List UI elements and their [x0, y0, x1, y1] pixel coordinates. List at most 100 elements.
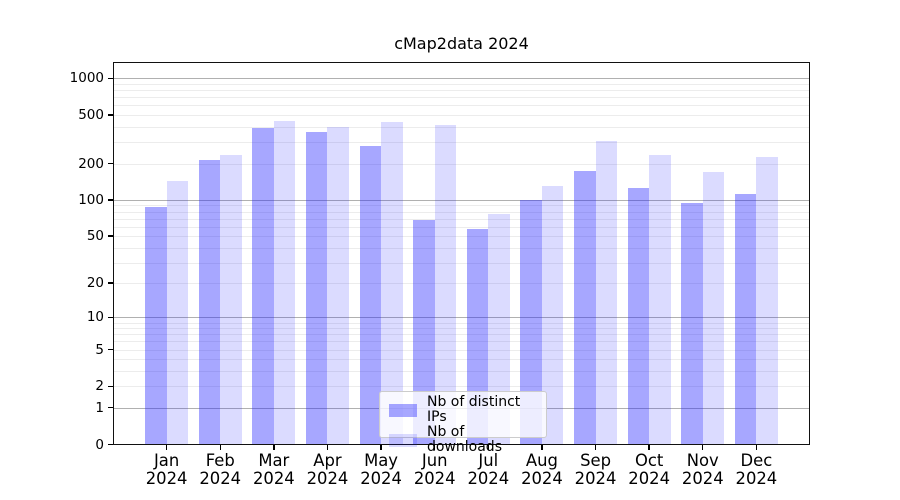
bar-distinct-ips-jun — [413, 220, 435, 445]
bar-distinct-ips-mar — [252, 128, 274, 445]
x-tick — [433, 444, 436, 450]
legend-swatch-downloads — [389, 433, 417, 447]
x-tick-label: Jul 2024 — [467, 451, 510, 488]
y-tick-label: 100 — [78, 191, 104, 208]
major-gridline — [113, 199, 810, 201]
bar-downloads-mar — [273, 120, 296, 445]
y-tick — [108, 443, 113, 446]
legend-label-downloads: Nb of downloads — [427, 424, 502, 455]
legend-item-distinct-ips: Nb of distinct IPs — [389, 395, 537, 425]
bar-downloads-feb — [220, 155, 242, 445]
bar-distinct-ips-sep — [574, 170, 596, 445]
x-tick — [541, 444, 543, 450]
x-tick — [648, 444, 650, 450]
minor-gridline — [113, 322, 810, 324]
y-tick — [108, 407, 113, 409]
minor-gridline — [113, 341, 810, 343]
bar-downloads-nov — [702, 172, 725, 445]
y-tick — [108, 114, 113, 116]
y-tick-label: 0 — [95, 436, 104, 453]
minor-gridline — [113, 218, 810, 220]
bar-distinct-ips-may — [359, 146, 382, 445]
minor-gridline — [113, 283, 810, 285]
x-tick — [380, 444, 382, 450]
y-tick — [108, 77, 113, 80]
y-tick — [108, 348, 113, 351]
bar-downloads-jul — [488, 214, 510, 445]
legend-swatch-distinct-ips — [389, 403, 417, 417]
x-tick-label: Feb 2024 — [199, 451, 242, 488]
y-tick — [108, 316, 113, 319]
bar-distinct-ips-jan — [145, 206, 167, 445]
minor-gridline — [113, 105, 810, 107]
bar-downloads-aug — [541, 186, 564, 445]
minor-gridline — [113, 205, 810, 207]
major-gridline — [113, 78, 810, 80]
y-tick-label: 10 — [86, 309, 104, 326]
legend: Nb of distinct IPs Nb of downloads — [379, 391, 547, 455]
bar-distinct-ips-oct — [627, 187, 650, 445]
minor-gridline — [113, 247, 810, 249]
minor-gridline — [113, 386, 810, 388]
y-tick-label: 1 — [95, 399, 104, 416]
x-tick-label: Sep 2024 — [574, 451, 617, 488]
x-tick — [702, 444, 704, 450]
bar-distinct-ips-nov — [681, 202, 703, 445]
y-tick-label: 5 — [95, 341, 104, 358]
bar-distinct-ips-feb — [198, 159, 221, 445]
minor-gridline — [113, 115, 810, 117]
bar-downloads-jan — [166, 180, 189, 445]
x-tick-label: Oct 2024 — [628, 451, 670, 488]
bar-distinct-ips-jul — [466, 229, 489, 445]
minor-gridline — [113, 328, 810, 330]
y-tick — [108, 385, 113, 387]
legend-label-distinct-ips: Nb of distinct IPs — [427, 394, 521, 425]
x-tick-label: Jan 2024 — [145, 451, 188, 488]
x-tick-label: Mar 2024 — [252, 451, 295, 488]
x-tick-label: Apr 2024 — [306, 451, 349, 488]
bar-downloads-jun — [434, 124, 457, 445]
y-tick — [108, 199, 113, 201]
y-tick — [108, 282, 113, 284]
plot-area — [113, 62, 810, 445]
minor-gridline — [113, 262, 810, 264]
y-tick-label: 500 — [78, 107, 104, 124]
x-tick — [594, 444, 597, 450]
chart-title: cMap2data 2024 — [394, 34, 529, 53]
x-tick — [219, 444, 221, 450]
minor-gridline — [113, 236, 810, 238]
bar-downloads-apr — [327, 126, 349, 445]
major-gridline — [113, 317, 810, 319]
minor-gridline — [113, 142, 810, 144]
x-tick-label: May 2024 — [360, 451, 402, 488]
x-tick — [755, 444, 758, 450]
y-tick-label: 50 — [86, 228, 104, 245]
x-tick-label: Nov 2024 — [681, 451, 724, 488]
minor-gridline — [113, 359, 810, 361]
x-tick — [487, 444, 489, 450]
minor-gridline — [113, 371, 810, 373]
minor-gridline — [113, 84, 810, 86]
y-tick-label: 2 — [95, 378, 104, 395]
minor-gridline — [113, 97, 810, 99]
minor-gridline — [113, 163, 810, 165]
minor-gridline — [113, 90, 810, 92]
y-tick-label: 1000 — [69, 70, 104, 87]
x-tick — [165, 444, 168, 450]
bar-downloads-dec — [756, 157, 778, 445]
minor-gridline — [113, 334, 810, 336]
bar-distinct-ips-apr — [306, 132, 328, 445]
x-tick — [273, 444, 275, 450]
legend-item-downloads: Nb of downloads — [389, 425, 537, 455]
minor-gridline — [113, 349, 810, 351]
bar-downloads-oct — [649, 155, 671, 445]
y-tick-label: 20 — [86, 275, 104, 292]
x-tick-label: Aug 2024 — [521, 451, 563, 488]
minor-gridline — [113, 211, 810, 213]
y-tick — [108, 162, 113, 165]
x-tick-label: Jun 2024 — [413, 451, 456, 488]
bar-downloads-sep — [595, 141, 617, 445]
x-tick-label: Dec 2024 — [735, 451, 778, 488]
bar-distinct-ips-dec — [734, 193, 757, 445]
